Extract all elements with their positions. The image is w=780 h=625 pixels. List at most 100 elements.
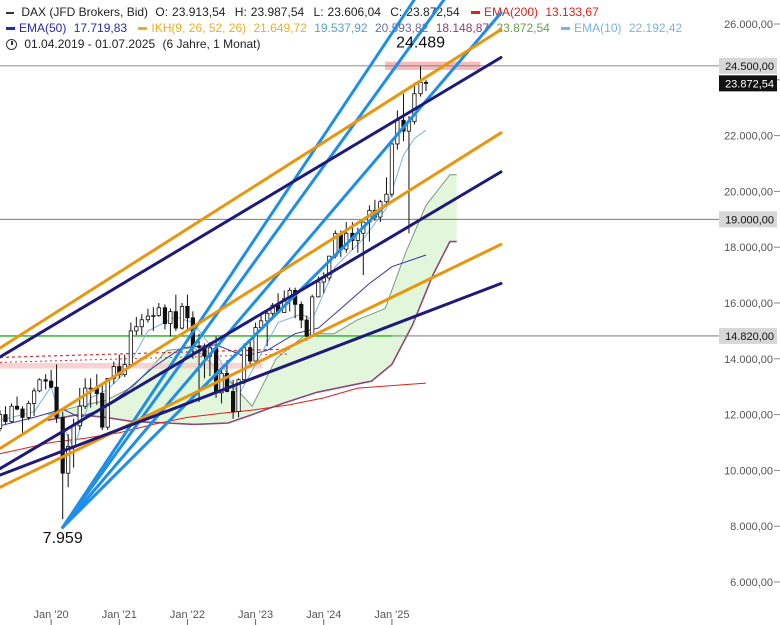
- ikh-value-1: 21.649,72: [253, 21, 307, 35]
- candle-up: [241, 347, 247, 381]
- price-annotation: 7.959: [43, 530, 83, 547]
- candle-down: [304, 319, 309, 337]
- time-axis[interactable]: Jan '20 Jan '21 Jan '22 Jan '23 Jan '24 Jan '…: [34, 609, 410, 625]
- candle-down: [43, 379, 48, 382]
- high-label: H:: [234, 5, 247, 19]
- candle-down: [20, 408, 25, 418]
- candle-down: [54, 386, 59, 418]
- trendline: [0, 170, 503, 471]
- close-label: C:: [390, 5, 403, 19]
- high-value: 23.987,54: [250, 5, 305, 19]
- candle-up: [26, 403, 31, 418]
- candle-down: [162, 307, 168, 325]
- trendlines-layer[interactable]: [0, 0, 503, 529]
- ema50-swatch: [6, 27, 15, 31]
- price-tick-label: 6.000,00: [730, 577, 773, 589]
- candle-down: [173, 311, 178, 329]
- legend-row-1: DAX (JFD Brokers, Bid) O: 23.913,54 H: 23.…: [6, 4, 686, 20]
- price-tick-label: 10.000,00: [724, 465, 773, 477]
- price-tick-label: 18.000,00: [724, 242, 773, 254]
- close-value: 23.872,54: [406, 5, 460, 19]
- candle-down: [185, 305, 190, 319]
- candle-up: [151, 315, 156, 317]
- time-tick-label: Jan '24: [306, 609, 341, 621]
- candle-up: [253, 327, 258, 362]
- time-tick-label: Jan '21: [102, 609, 137, 621]
- candle-up: [77, 405, 82, 427]
- ema10-label[interactable]: EMA(10): [574, 21, 622, 35]
- trendline: [61, 203, 387, 529]
- price-tick-label: 26.000,00: [724, 19, 773, 31]
- level-label-box: [719, 327, 777, 344]
- candle-up: [71, 425, 76, 447]
- candle-up: [168, 311, 173, 325]
- candle-down: [248, 347, 253, 362]
- instrument-title: DAX (JFD Brokers, Bid): [21, 5, 149, 19]
- candle-down: [49, 380, 54, 388]
- ema10-swatch: [561, 27, 571, 31]
- trendline: [0, 281, 503, 477]
- candle-up: [310, 296, 315, 337]
- ema200-line: [0, 382, 427, 455]
- price-tick-label: 20.000,00: [724, 186, 773, 198]
- trendline: [61, 0, 416, 529]
- candle-down: [3, 414, 8, 422]
- candle-up: [145, 315, 151, 321]
- candle-down: [60, 416, 65, 474]
- ichimoku-span-a: [47, 174, 457, 416]
- candle-up: [179, 305, 185, 329]
- date-range: 01.04.2019 - 01.07.2025: [24, 37, 156, 51]
- candle-up: [128, 330, 133, 366]
- level-label: 14.820,00: [725, 331, 774, 343]
- trendline: [0, 242, 503, 489]
- time-tick-label: Jan '25: [374, 609, 409, 621]
- legend-row-2: EMA(50) 17.719,83 IKH(9, 26, 52, 26) 21.…: [6, 20, 686, 36]
- price-tick-label: 16.000,00: [724, 298, 773, 310]
- candle-down: [213, 347, 219, 394]
- minus-icon[interactable]: [6, 11, 14, 14]
- candle-up: [265, 312, 270, 322]
- candle-up: [384, 193, 389, 203]
- ikh-value-3: 20.593,82: [374, 21, 429, 35]
- ema200-value: 13.133,67: [545, 5, 599, 19]
- last-price-label-box: [719, 75, 777, 92]
- ichimoku-cloud-fill: [47, 174, 457, 425]
- clock-icon: [6, 39, 17, 51]
- ema200-swatch: [471, 11, 480, 15]
- level-label: 19.000,00: [725, 214, 774, 226]
- candle-up: [66, 446, 71, 474]
- ichimoku-span-b: [47, 240, 457, 426]
- candle-up: [0, 414, 3, 429]
- price-tick-label: 14.000,00: [724, 354, 773, 366]
- candle-up: [134, 326, 139, 332]
- axis-labels-layer: 24.500,00 19.000,00 14.820,00 23.872,54: [719, 57, 777, 344]
- price-axis[interactable]: 6.000,00 8.000,00 10.000,00 12.000,00 14.000…: [724, 19, 780, 589]
- candle-down: [224, 372, 230, 392]
- horizontal-lines-layer: [0, 65, 720, 337]
- candle-up: [219, 372, 224, 394]
- low-label: L:: [313, 5, 324, 19]
- candle-up: [156, 307, 161, 316]
- open-label: O:: [155, 5, 169, 19]
- level-label: 24.500,00: [725, 61, 774, 73]
- ema50-label[interactable]: EMA(50): [19, 21, 67, 35]
- last-price-label: 23.872,54: [725, 78, 774, 90]
- trendline: [0, 55, 503, 359]
- time-tick-label: Jan '23: [238, 609, 273, 621]
- ichimoku-cloud: [47, 174, 457, 426]
- candle-up: [139, 319, 144, 328]
- legend-row-3: 01.04.2019 - 01.07.2025 (6 Jahre, 1 Mona…: [6, 36, 686, 52]
- ikh-swatch: [138, 27, 148, 31]
- time-tick-label: Jan '20: [34, 609, 69, 621]
- price-annotation: 24.489: [396, 35, 445, 52]
- candle-up: [9, 405, 14, 422]
- chart-legend: DAX (JFD Brokers, Bid) O: 23.913,54 H: 23.…: [6, 4, 686, 52]
- candle-down: [14, 405, 20, 410]
- annotations-layer: 24.489 7.959: [43, 35, 445, 547]
- candle-up: [316, 281, 321, 298]
- trendline: [61, 0, 446, 529]
- ikh-label[interactable]: IKH(9, 26, 52, 26): [151, 21, 247, 35]
- time-tick-label: Jan '22: [170, 609, 205, 621]
- candle-down: [299, 303, 304, 321]
